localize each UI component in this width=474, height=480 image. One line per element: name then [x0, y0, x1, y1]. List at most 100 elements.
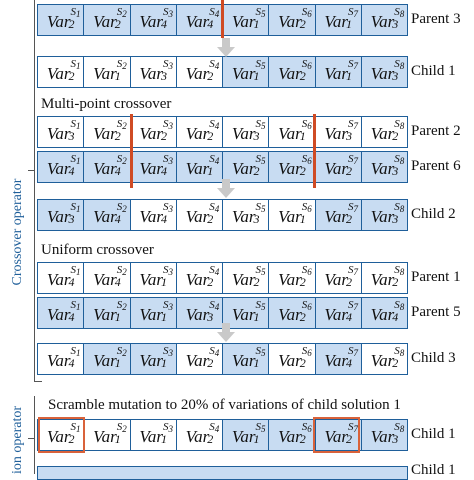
gene-superscript: S — [394, 201, 400, 213]
gene-superscript: S — [162, 421, 169, 433]
gene-subscript: 2 — [114, 16, 121, 31]
mutation-bracket-tick — [28, 438, 34, 439]
gene-var-text: Var — [46, 207, 71, 226]
gene-superscript: S — [255, 421, 261, 433]
gene-superscript: S — [394, 153, 400, 165]
gene-superscript: S — [70, 421, 76, 433]
gene-var-text: Var — [139, 159, 163, 178]
scramble-heading: Scramble mutation to 20% of variations o… — [48, 397, 401, 413]
gene-cell: Var S 2 2 — [84, 117, 131, 147]
gene-var-text: Var — [46, 159, 71, 178]
gene-subscript: 4 — [68, 355, 75, 370]
gene-subscript: 2 — [299, 355, 306, 370]
gene-subscript: 3 — [68, 128, 75, 143]
gene-superscript: S — [162, 153, 169, 165]
gene-superscript: S — [255, 118, 261, 130]
gene-superscript-index: 1 — [75, 267, 81, 277]
down-arrow-icon — [217, 179, 235, 198]
gene-superscript: S — [162, 264, 169, 276]
mutated-cell-highlight — [313, 417, 360, 453]
gene-superscript-index: 1 — [75, 204, 81, 214]
gene-subscript: 1 — [114, 309, 121, 324]
gene-subscript: 3 — [207, 309, 214, 324]
gene-superscript-index: 7 — [353, 424, 358, 434]
gene-superscript-index: 5 — [260, 348, 266, 358]
gene-cell: Var S 8 2 — [361, 117, 407, 147]
gene-cell: Var S 6 1 — [269, 117, 316, 147]
gene-superscript: S — [394, 6, 400, 18]
gene-subscript: 2 — [345, 274, 352, 289]
gene-cell: Var S 7 3 — [315, 117, 362, 147]
gene-superscript: S — [394, 299, 400, 311]
gene-var-text: Var — [93, 12, 117, 31]
gene-subscript: 2 — [345, 211, 352, 226]
gene-superscript: S — [301, 118, 308, 130]
gene-superscript: S — [301, 153, 308, 165]
gene-cell: Var S 4 3 — [176, 298, 223, 328]
gene-subscript: 4 — [114, 163, 121, 178]
gene-superscript-index: 4 — [214, 424, 220, 434]
gene-superscript-index: 6 — [307, 121, 312, 131]
gene-cell: Var S 6 2 — [269, 344, 316, 374]
gene-superscript-index: 2 — [122, 424, 127, 434]
gene-superscript: S — [162, 201, 169, 213]
gene-superscript: S — [394, 421, 400, 433]
gene-superscript: S — [301, 58, 308, 70]
gene-cell: Var S 2 1 — [84, 298, 131, 328]
gene-subscript: 1 — [160, 309, 167, 324]
gene-var-text: Var — [46, 270, 71, 289]
gene-subscript: 4 — [160, 163, 167, 178]
gene-var-text: Var — [278, 305, 302, 324]
gene-cell: Var S 8 3 — [361, 152, 407, 182]
row-label: Child 1 — [411, 462, 456, 478]
gene-cell: Var S 5 3 — [223, 200, 270, 230]
gene-superscript-index: 3 — [168, 204, 173, 214]
gene-var-text: Var — [278, 351, 302, 370]
gene-var-text: Var — [93, 351, 117, 370]
gene-superscript-index: 3 — [168, 156, 173, 166]
gene-subscript: 2 — [207, 211, 214, 226]
gene-subscript: 1 — [114, 355, 121, 370]
gene-var-text: Var — [324, 159, 348, 178]
gene-var-text: Var — [370, 64, 395, 83]
gene-subscript: 1 — [253, 431, 260, 446]
gene-var-text: Var — [231, 64, 256, 83]
gene-var-text: Var — [185, 124, 210, 143]
gene-superscript: S — [394, 264, 400, 276]
gene-subscript: 4 — [392, 309, 399, 324]
gene-superscript: S — [347, 345, 354, 357]
down-arrow-icon — [217, 323, 235, 342]
gene-subscript: 3 — [392, 211, 399, 226]
gene-superscript: S — [116, 421, 123, 433]
gene-superscript-index: 5 — [260, 9, 266, 19]
gene-superscript: S — [116, 201, 123, 213]
gene-subscript: 2 — [68, 431, 75, 446]
gene-superscript: S — [255, 58, 261, 70]
gene-superscript: S — [209, 201, 215, 213]
gene-var-text: Var — [139, 351, 163, 370]
gene-superscript: S — [116, 345, 123, 357]
gene-cell: Var S 4 2 — [176, 420, 223, 450]
gene-subscript: 1 — [253, 309, 260, 324]
gene-superscript: S — [347, 118, 354, 130]
gene-superscript: S — [209, 118, 215, 130]
gene-subscript: 1 — [299, 211, 306, 226]
gene-superscript: S — [347, 299, 354, 311]
chromosome-row: Var S 1 3 Var S 2 4 Var S 3 4 Var S 4 2 Var S 5 3 Var S 6 1 Var S… — [37, 199, 408, 231]
gene-superscript-index: 4 — [214, 267, 220, 277]
gene-var-text: Var — [139, 64, 163, 83]
gene-var-text: Var — [139, 427, 163, 446]
gene-subscript: 1 — [114, 68, 121, 83]
gene-superscript-index: 4 — [214, 302, 220, 312]
gene-subscript: 2 — [299, 431, 306, 446]
gene-cell: Var S 7 4 — [315, 344, 362, 374]
gene-superscript: S — [116, 264, 123, 276]
gene-cell: Var S 7 2 — [315, 152, 362, 182]
gene-superscript-index: 1 — [75, 424, 81, 434]
gene-var-text: Var — [324, 270, 348, 289]
gene-superscript-index: 2 — [122, 9, 127, 19]
gene-superscript-index: 7 — [353, 9, 358, 19]
gene-cell: Var S 7 2 — [315, 263, 362, 293]
chromosome-row: Var S 1 2 Var S 2 1 Var S 3 1 Var S 4 2 Var S 5 1 Var S 6 2 Var S… — [37, 419, 408, 451]
row-label: Child 3 — [411, 350, 456, 366]
